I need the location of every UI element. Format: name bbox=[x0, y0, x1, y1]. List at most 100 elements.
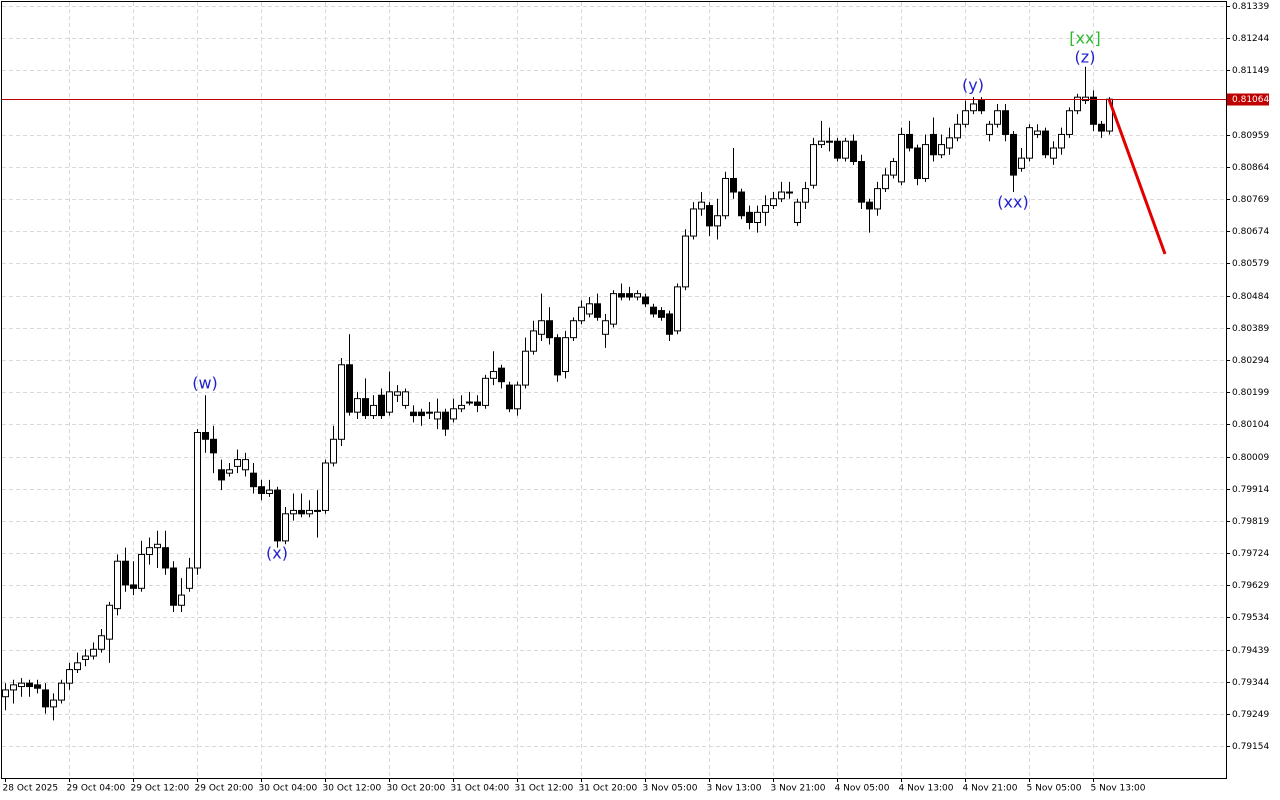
candle-body bbox=[938, 144, 945, 156]
candle-body bbox=[410, 411, 417, 417]
candle-body bbox=[338, 364, 345, 440]
current-price-box bbox=[1227, 93, 1269, 106]
candle-body bbox=[570, 320, 577, 339]
candle-body bbox=[738, 191, 745, 217]
candle-body bbox=[914, 147, 921, 179]
candle-body bbox=[98, 635, 105, 650]
x-tick-label: 4 Nov 21:00 bbox=[963, 784, 1018, 794]
candle-body bbox=[210, 438, 217, 454]
candle-body bbox=[290, 509, 297, 515]
y-tick-label: 0.80294 bbox=[1232, 356, 1269, 366]
candle-body bbox=[10, 684, 17, 691]
candle-body bbox=[770, 198, 777, 207]
candle-body bbox=[274, 489, 281, 542]
candle-body bbox=[1090, 96, 1097, 125]
candle-body bbox=[874, 188, 881, 210]
candle-body bbox=[578, 306, 585, 322]
candle-body bbox=[1042, 130, 1049, 156]
candle-body bbox=[802, 188, 809, 203]
y-tick-label: 0.80199 bbox=[1232, 388, 1269, 398]
candle-body bbox=[546, 320, 553, 339]
y-tick-label: 0.79724 bbox=[1232, 549, 1269, 559]
candle-body bbox=[626, 293, 633, 298]
candle-body bbox=[658, 310, 665, 318]
candle-body bbox=[642, 296, 649, 305]
candle-body bbox=[786, 191, 793, 194]
candle-body bbox=[66, 669, 73, 684]
y-tick-label: 0.80484 bbox=[1232, 292, 1269, 302]
candle-body bbox=[314, 509, 321, 512]
x-tick-label: 31 Oct 20:00 bbox=[579, 784, 638, 794]
candle-body bbox=[1098, 123, 1105, 132]
wave-label: (z) bbox=[1075, 47, 1096, 66]
candle-body bbox=[594, 303, 601, 318]
candle-body bbox=[714, 215, 721, 227]
candle-body bbox=[506, 384, 513, 410]
wave-label: (y) bbox=[962, 76, 984, 95]
candle-body bbox=[530, 330, 537, 352]
candle-body bbox=[498, 367, 505, 383]
candle-body bbox=[442, 411, 449, 430]
candle-body bbox=[18, 682, 25, 688]
y-tick-label: 0.79439 bbox=[1232, 646, 1269, 656]
y-tick-label: 0.81339 bbox=[1232, 2, 1269, 12]
candle-body bbox=[258, 486, 265, 494]
candle-body bbox=[74, 662, 81, 671]
candle-body bbox=[1026, 127, 1033, 159]
candle-body bbox=[850, 140, 857, 163]
y-tick-label: 0.79534 bbox=[1232, 613, 1269, 623]
candle-body bbox=[386, 391, 393, 413]
y-tick-label: 0.79819 bbox=[1232, 517, 1269, 527]
candle-body bbox=[130, 584, 137, 589]
candle-body bbox=[322, 462, 329, 511]
x-tick-label: 30 Oct 20:00 bbox=[387, 784, 446, 794]
wave-label: (x) bbox=[266, 544, 288, 563]
candle-body bbox=[1058, 133, 1065, 149]
candle-body bbox=[994, 110, 1001, 125]
candle-body bbox=[906, 133, 913, 149]
candle-body bbox=[362, 398, 369, 417]
candle-body bbox=[42, 689, 49, 708]
candle-body bbox=[330, 438, 337, 464]
plot-frame bbox=[1, 1, 1227, 779]
candle-body bbox=[1010, 133, 1017, 176]
candles bbox=[2, 66, 1113, 721]
candle-body bbox=[402, 391, 409, 406]
candle-body bbox=[434, 411, 441, 420]
candle-body bbox=[154, 543, 161, 549]
candle-body bbox=[354, 398, 361, 413]
candle-body bbox=[282, 513, 289, 542]
candle-body bbox=[674, 286, 681, 332]
candle-body bbox=[586, 303, 593, 315]
wave-label: (w) bbox=[192, 374, 218, 393]
candle-body bbox=[554, 337, 561, 376]
candle-body bbox=[898, 133, 905, 183]
candle-body bbox=[1018, 157, 1025, 169]
candle-body bbox=[50, 699, 57, 708]
candle-body bbox=[298, 509, 305, 515]
y-tick-label: 0.80389 bbox=[1232, 324, 1269, 334]
wave-label: (xx) bbox=[997, 193, 1028, 212]
candle-body bbox=[138, 553, 145, 589]
candle-body bbox=[1034, 130, 1041, 135]
y-tick-label: 0.80104 bbox=[1232, 420, 1269, 430]
candle-body bbox=[618, 293, 625, 298]
x-tick-label: 29 Oct 20:00 bbox=[195, 784, 254, 794]
x-tick-label: 3 Nov 13:00 bbox=[707, 784, 762, 794]
candle-body bbox=[946, 137, 953, 149]
candle-body bbox=[106, 604, 113, 640]
candle-body bbox=[826, 140, 833, 143]
candle-body bbox=[1002, 110, 1009, 135]
candle-body bbox=[450, 408, 457, 420]
candle-body bbox=[730, 177, 737, 193]
candle-body bbox=[170, 567, 177, 606]
candle-body bbox=[682, 235, 689, 288]
candle-body bbox=[962, 110, 969, 125]
candle-body bbox=[82, 655, 89, 660]
candle-body bbox=[122, 560, 129, 586]
candle-body bbox=[1082, 96, 1089, 102]
candle-body bbox=[746, 211, 753, 224]
candle-body bbox=[690, 208, 697, 237]
x-tick-label: 4 Nov 05:00 bbox=[835, 784, 890, 794]
